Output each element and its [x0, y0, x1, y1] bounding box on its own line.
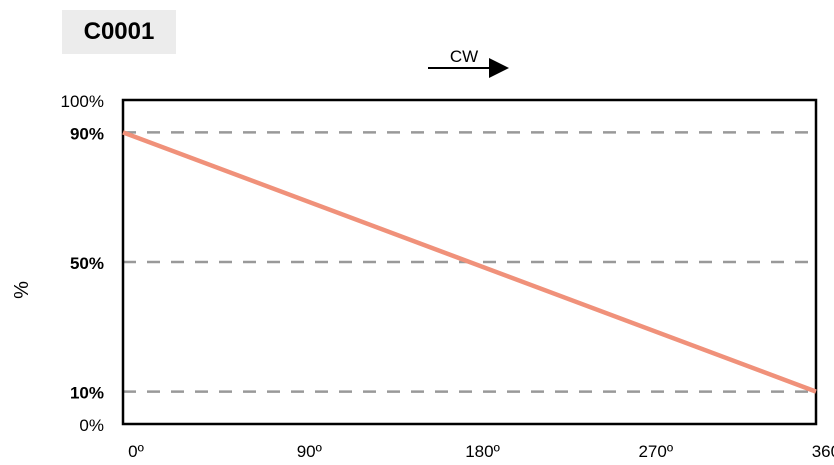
- y-tick-label: 0%: [79, 416, 104, 435]
- x-tick-label: 180º: [465, 442, 500, 461]
- y-tick-label: 90%: [70, 124, 104, 143]
- plot-frame: [121, 98, 818, 426]
- y-axis-label: %: [11, 281, 33, 299]
- x-tick-label: 360º: [812, 442, 834, 461]
- series-line: [122, 130, 817, 394]
- x-tick-label: 0º: [128, 442, 144, 461]
- direction-label: CW: [450, 47, 478, 66]
- x-tick-label: 90º: [297, 442, 322, 461]
- y-tick-label: 50%: [70, 254, 104, 273]
- x-tick-label: 270º: [638, 442, 673, 461]
- y-tick-label: 100%: [61, 92, 104, 111]
- y-tick-label: 10%: [70, 384, 104, 403]
- chart-title: C0001: [62, 10, 176, 54]
